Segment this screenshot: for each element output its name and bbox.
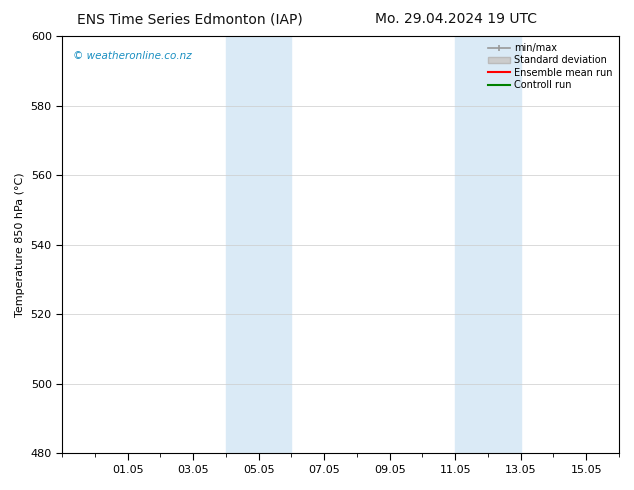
Legend: min/max, Standard deviation, Ensemble mean run, Controll run: min/max, Standard deviation, Ensemble me…: [484, 39, 616, 94]
Text: ENS Time Series Edmonton (IAP): ENS Time Series Edmonton (IAP): [77, 12, 303, 26]
Bar: [455, 36, 521, 453]
Y-axis label: Temperature 850 hPa (°C): Temperature 850 hPa (°C): [15, 172, 25, 317]
Text: Mo. 29.04.2024 19 UTC: Mo. 29.04.2024 19 UTC: [375, 12, 538, 26]
Text: © weatheronline.co.nz: © weatheronline.co.nz: [74, 51, 192, 61]
Bar: [226, 36, 292, 453]
